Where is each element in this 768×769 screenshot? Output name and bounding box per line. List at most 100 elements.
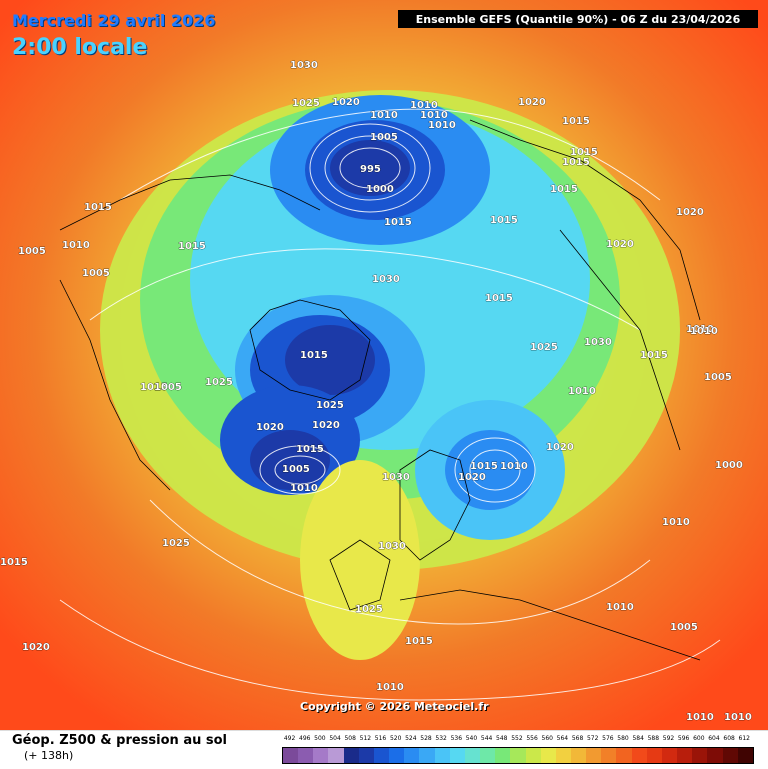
pressure-label: 1015: [470, 461, 498, 472]
scale-swatch: [358, 748, 374, 763]
pressure-label: 1030: [290, 60, 318, 71]
pressure-label: 1010: [420, 110, 448, 121]
pressure-labels: 1030102010251010101010101010102010059951…: [0, 60, 752, 724]
scale-label: 504: [329, 735, 341, 742]
pressure-label: 1010: [686, 324, 714, 335]
pressure-label: 1010: [410, 100, 438, 111]
pressure-label: 1020: [546, 442, 574, 453]
scale-swatch: [525, 748, 541, 763]
scale-label: 496: [299, 735, 311, 742]
pressure-label: 1010: [568, 386, 596, 397]
scale-swatch: [449, 748, 465, 763]
scale-swatch: [540, 748, 556, 763]
scale-swatch: [328, 748, 344, 763]
pressure-label: 1010: [500, 461, 528, 472]
pressure-label: 1005: [82, 268, 110, 279]
pressure-label: 1020: [256, 422, 284, 433]
pressure-label: 1010: [662, 517, 690, 528]
pressure-label: 1010: [290, 483, 318, 494]
scale-label: 532: [435, 735, 447, 742]
pressure-label: 1020: [22, 642, 50, 653]
pressure-label: 1020: [312, 420, 340, 431]
map-datetime: Mercredi 29 avril 2026 2:00 locale: [12, 12, 215, 60]
scale-label: 528: [420, 735, 432, 742]
pressure-label: 1015: [296, 444, 324, 455]
pressure-label: 1010: [606, 602, 634, 613]
pressure-label: 1015: [562, 157, 590, 168]
scale-label: 612: [738, 735, 750, 742]
scale-swatch: [616, 748, 632, 763]
pressure-label: 1015: [384, 217, 412, 228]
scale-label: 580: [617, 735, 629, 742]
scale-label: 536: [450, 735, 463, 742]
scale-label: 556: [526, 735, 538, 742]
scale-swatch: [480, 748, 496, 763]
scale-label: 596: [677, 735, 690, 742]
pressure-label: 1015: [0, 557, 28, 568]
geopotential-fields: [100, 90, 680, 660]
coastlines: [59, 119, 701, 661]
scale-swatch: [283, 748, 299, 763]
pressure-label: 1015: [550, 184, 578, 195]
pressure-label: 1030: [372, 274, 400, 285]
scale-label: 560: [541, 735, 553, 742]
pressure-label: 1020: [458, 472, 486, 483]
scale-swatch: [722, 748, 738, 763]
scale-label: 508: [344, 735, 356, 742]
legend-title: Géop. Z500 & pression au sol: [12, 733, 227, 748]
pressure-label: 1030: [378, 541, 406, 552]
scale-label: 568: [571, 735, 584, 742]
pressure-label: 1015: [490, 215, 518, 226]
scale-label: 600: [693, 735, 705, 742]
pressure-label: 1015: [640, 350, 668, 361]
pressure-label: 1025: [292, 98, 320, 109]
weather-map: 1030102010251010101010101010102010059951…: [0, 0, 768, 730]
scale-label: 492: [283, 735, 296, 742]
pressure-label: 1015: [178, 241, 206, 252]
pressure-label: 1000: [715, 460, 743, 471]
pressure-label: 1020: [518, 97, 546, 108]
pressure-label: 1030: [382, 472, 410, 483]
pressure-label: 1005: [282, 464, 310, 475]
pressure-label: 1015: [562, 116, 590, 127]
scale-swatch: [555, 748, 571, 763]
scale-label: 512: [359, 735, 372, 742]
pressure-label: 1015: [84, 202, 112, 213]
pressure-label: 1025: [162, 538, 190, 549]
scale-label: 604: [708, 735, 720, 742]
scale-label: 540: [465, 735, 478, 742]
pressure-label: 1010: [62, 240, 90, 251]
pressure-label: 1015: [140, 382, 168, 393]
scale-label: 584: [632, 735, 644, 742]
color-scale: 492 496 500 504 508 512 516 520 524 528 532 536 540 5…: [282, 735, 754, 765]
scale-label: 520: [389, 735, 402, 742]
scale-label: 524: [405, 735, 417, 742]
scale-label: 592: [662, 735, 675, 742]
scale-swatch: [677, 748, 693, 763]
scale-label: 564: [556, 735, 569, 742]
pressure-label: 1015: [405, 636, 433, 647]
pressure-label: 1010: [724, 712, 752, 723]
scale-label: 548: [496, 735, 508, 742]
pressure-label: 1005: [670, 622, 698, 633]
pressure-label: 1015: [300, 350, 328, 361]
pressure-label: 1020: [606, 239, 634, 250]
scale-swatch: [389, 748, 405, 763]
scale-swatch: [495, 748, 511, 763]
pressure-label: 1010: [686, 712, 714, 723]
scale-label: 608: [723, 735, 735, 742]
pressure-label: 1020: [676, 207, 704, 218]
scale-swatch: [434, 748, 450, 763]
scale-bar: [282, 747, 754, 764]
pressure-label: 1005: [704, 372, 732, 383]
scale-swatch: [373, 748, 390, 763]
scale-swatch: [570, 748, 587, 763]
pressure-label: 1025: [205, 377, 233, 388]
pressure-label: 1025: [530, 342, 558, 353]
pressure-label: 1010: [690, 326, 718, 337]
map-date: Mercredi 29 avril 2026: [12, 11, 216, 30]
scale-swatch: [586, 748, 602, 763]
scale-label: 544: [480, 735, 493, 742]
scale-swatch: [737, 748, 753, 763]
scale-label: 552: [511, 735, 523, 742]
